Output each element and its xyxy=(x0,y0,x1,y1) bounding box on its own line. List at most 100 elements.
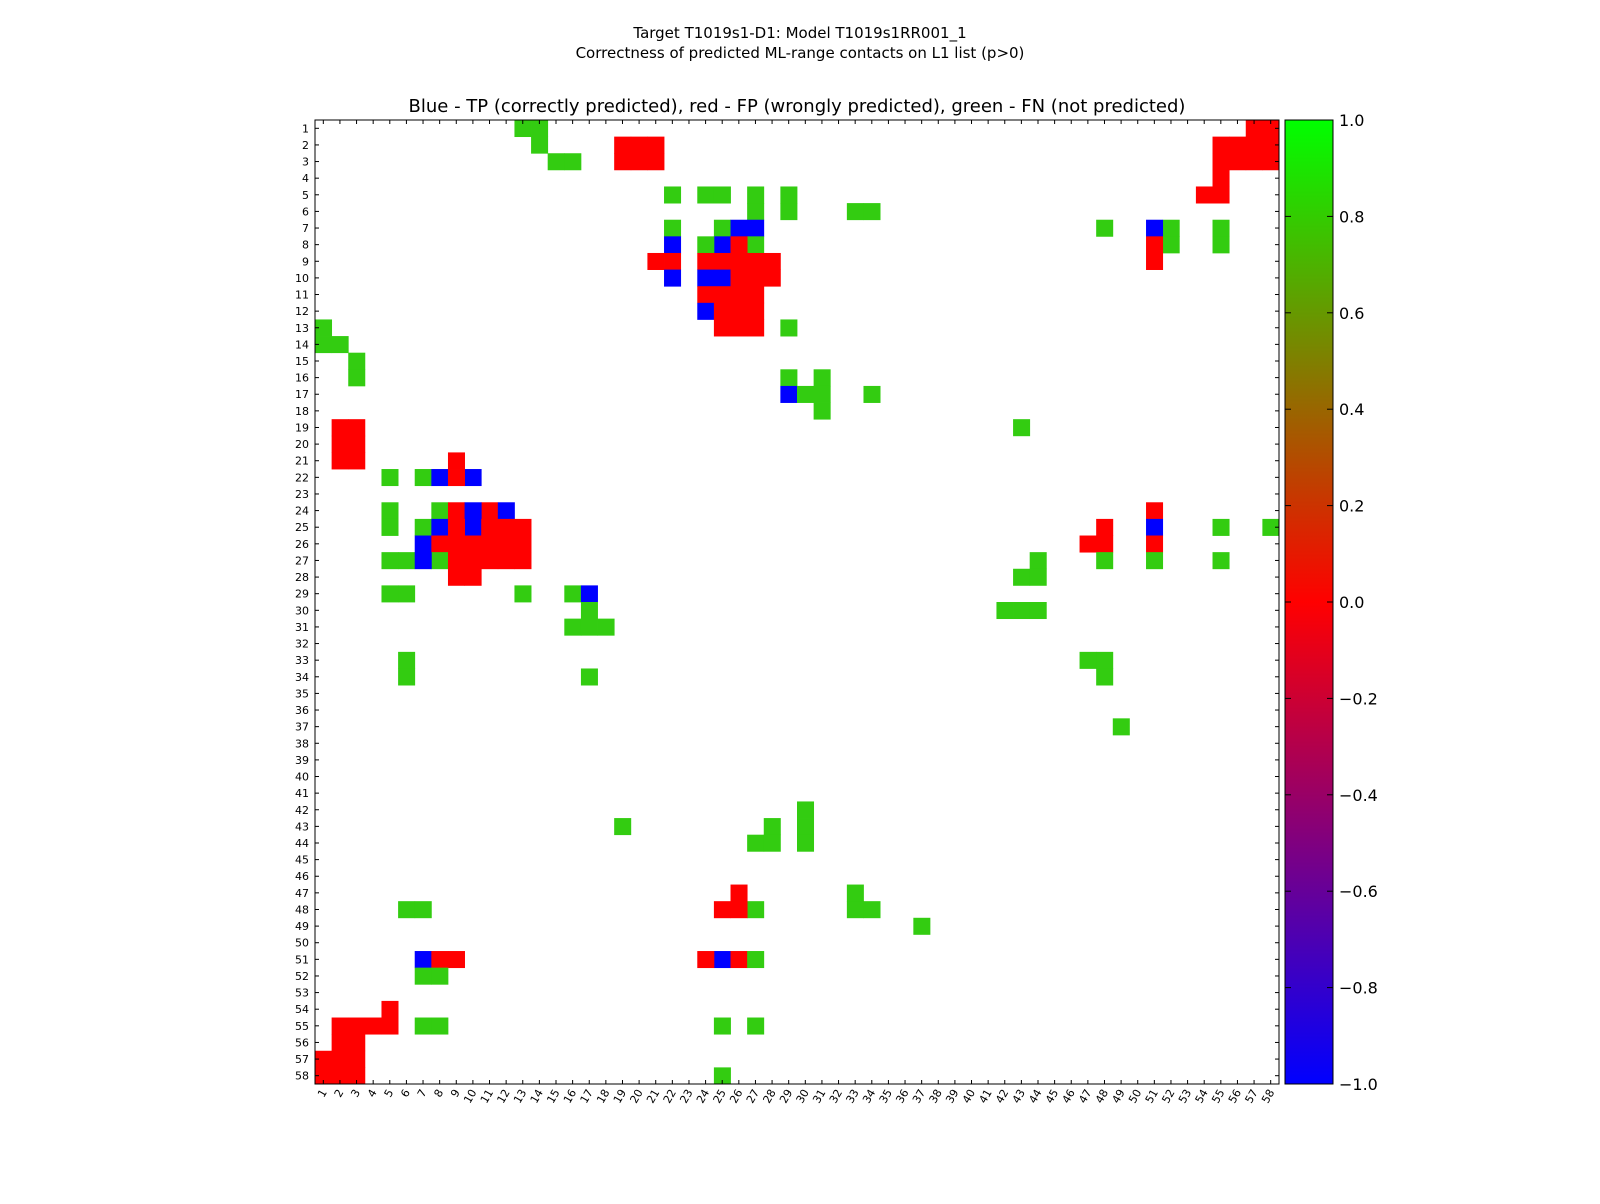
heatmap-cell-fn xyxy=(381,585,399,603)
colorbar-tick-label: −0.2 xyxy=(1339,689,1378,708)
heatmap-cell-fp xyxy=(381,1017,399,1035)
y-tick-label: 41 xyxy=(295,787,309,800)
heatmap-cell-fp xyxy=(614,136,632,154)
heatmap-cell-fp xyxy=(1229,136,1247,154)
x-tick-label: 18 xyxy=(594,1087,612,1106)
heatmap-cell-fn xyxy=(1162,219,1180,237)
y-tick-label: 20 xyxy=(295,438,309,451)
heatmap-cell-fp xyxy=(481,518,499,536)
heatmap-cell-fp xyxy=(1245,120,1263,138)
x-tick-label: 57 xyxy=(1242,1087,1260,1106)
x-tick-label: 27 xyxy=(744,1087,762,1106)
y-tick-label: 7 xyxy=(302,222,309,235)
heatmap-cell-fn xyxy=(531,120,549,138)
heatmap-cell-fn xyxy=(747,236,765,254)
y-tick-label: 36 xyxy=(295,704,309,717)
heatmap-cell-fp xyxy=(697,252,715,270)
y-tick-label: 25 xyxy=(295,521,309,534)
heatmap-cell-fp xyxy=(447,568,465,586)
x-tick-label: 55 xyxy=(1209,1087,1227,1106)
heatmap-cell-fp xyxy=(747,302,765,320)
y-tick-label: 15 xyxy=(295,355,309,368)
heatmap-cell-fn xyxy=(747,186,765,204)
heatmap-cell-fp xyxy=(1212,153,1230,171)
heatmap-cell-fp xyxy=(730,286,748,304)
heatmap-cell-tp xyxy=(464,469,482,487)
x-tick-label: 5 xyxy=(382,1087,397,1100)
heatmap-cell-fp xyxy=(464,568,482,586)
colorbar-ticks: 1.0 0.8 0.6 0.4 0.2 0.0 −0.2 −0.4 −0.6 −0.8 −1.0 xyxy=(1285,111,1378,1094)
heatmap-cell-fn xyxy=(564,618,582,636)
heatmap-cell-fp xyxy=(447,452,465,470)
heatmap-cell-tp xyxy=(580,585,598,603)
heatmap-cell-fp xyxy=(348,435,366,453)
heatmap-cell-fn xyxy=(1029,552,1047,570)
heatmap-cell-fp xyxy=(763,269,781,287)
y-tick-label: 3 xyxy=(302,156,309,169)
heatmap-cell-fn xyxy=(713,219,731,237)
y-tick-label: 5 xyxy=(302,189,309,202)
y-tick-label: 50 xyxy=(295,937,309,950)
x-tick-label: 9 xyxy=(448,1087,463,1100)
heatmap-cell-fp xyxy=(747,319,765,337)
y-tick-label: 17 xyxy=(295,388,309,401)
heatmap-cell-fp xyxy=(747,269,765,287)
colorbar-tick-label: 0.8 xyxy=(1339,207,1364,226)
heatmap-cell-tp xyxy=(464,502,482,520)
heatmap-cell-fp xyxy=(464,535,482,553)
heatmap-cell-fp xyxy=(497,535,515,553)
x-tick-label: 6 xyxy=(398,1087,413,1100)
heatmap-cell-tp xyxy=(697,269,715,287)
heatmap-cell-fn xyxy=(664,219,682,237)
heatmap-cell-fn xyxy=(713,186,731,204)
heatmap-cell-fn xyxy=(431,552,449,570)
heatmap-cell-fp xyxy=(1096,535,1114,553)
y-tick-label: 37 xyxy=(295,721,309,734)
heatmap-cell-fn xyxy=(315,319,333,337)
y-tick-label: 35 xyxy=(295,687,309,700)
heatmap-cell-fp xyxy=(331,452,349,470)
heatmap-cell-fn xyxy=(381,552,399,570)
heatmap-cell-fn xyxy=(1079,651,1097,669)
heatmap-cell-fp xyxy=(1212,169,1230,187)
x-tick-label: 34 xyxy=(860,1087,878,1106)
x-tick-label: 49 xyxy=(1109,1087,1127,1106)
x-tick-label: 36 xyxy=(893,1087,911,1106)
heatmap-cell-fp xyxy=(1146,252,1164,270)
heatmap-cell-fn xyxy=(398,585,416,603)
heatmap-cell-fp xyxy=(447,502,465,520)
y-tick-label: 55 xyxy=(295,1020,309,1033)
heatmap-cell-fp xyxy=(447,951,465,969)
heatmap-cell-fp xyxy=(497,518,515,536)
heatmap-cell-fp xyxy=(331,419,349,437)
x-tick-label: 7 xyxy=(415,1087,430,1100)
heatmap-cell-fn xyxy=(780,203,798,221)
heatmap-cell-fp xyxy=(497,552,515,570)
y-axis-ticks: 1234567891011121314151617181920212223242… xyxy=(295,122,1279,1083)
heatmap-cell-fp xyxy=(1212,186,1230,204)
heatmap-cell-fn xyxy=(1096,651,1114,669)
heatmap-cell-fp xyxy=(1245,136,1263,154)
x-tick-label: 43 xyxy=(1010,1087,1028,1106)
heatmap-cell-fn xyxy=(697,236,715,254)
heatmap-cell-fp xyxy=(331,1017,349,1035)
heatmap-cell-fn xyxy=(797,818,815,836)
x-tick-label: 3 xyxy=(348,1087,363,1100)
heatmap-cell-fp xyxy=(331,435,349,453)
x-tick-label: 32 xyxy=(827,1087,845,1106)
heatmap-cell-fn xyxy=(780,369,798,387)
heatmap-cell-fp xyxy=(713,319,731,337)
heatmap-cell-fp xyxy=(763,252,781,270)
heatmap-cell-fn xyxy=(514,585,532,603)
y-tick-label: 38 xyxy=(295,737,309,750)
heatmap-cell-fp xyxy=(730,901,748,919)
x-tick-label: 46 xyxy=(1060,1087,1078,1106)
x-tick-label: 12 xyxy=(494,1087,512,1106)
heatmap-cell-tp xyxy=(713,951,731,969)
heatmap-cell-fp xyxy=(747,252,765,270)
heatmap-cell-fp xyxy=(730,884,748,902)
x-tick-label: 28 xyxy=(760,1087,778,1106)
heatmap-cell-fn xyxy=(863,203,881,221)
heatmap-cell-fp xyxy=(348,419,366,437)
x-tick-label: 23 xyxy=(677,1087,695,1106)
